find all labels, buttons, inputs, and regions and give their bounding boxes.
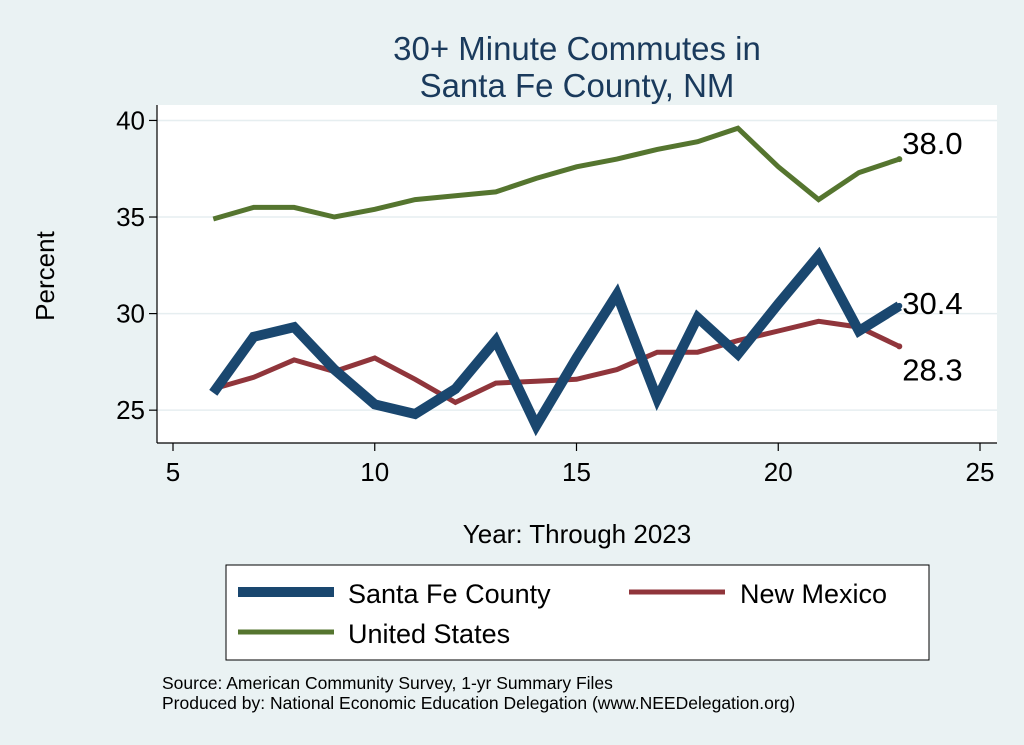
x-tick-label-10: 10 [360,457,389,487]
series-end-point-santa-fe-county [896,302,903,309]
producer-note: Produced by: National Economic Education… [162,693,795,713]
x-axis-title: Year: Through 2023 [463,519,691,549]
series-end-point-new-mexico [896,343,903,350]
chart-title-line-1: 30+ Minute Commutes in [393,30,761,67]
x-axis-ticks: 5 10 15 20 25 [166,443,995,487]
legend-box [225,564,930,661]
y-tick-label-30: 30 [116,299,145,329]
end-label-santa-fe-county: 30.4 [902,286,962,321]
chart-title-line-2: Santa Fe County, NM [420,67,735,104]
x-tick-label-5: 5 [166,457,180,487]
y-axis-title: Percent [30,230,60,320]
legend: Santa Fe County New Mexico United States [225,564,930,661]
y-tick-label-35: 35 [116,202,145,232]
x-tick-label-20: 20 [764,457,793,487]
y-tick-label-25: 25 [116,395,145,425]
legend-label-united-states: United States [348,619,510,649]
end-label-united-states: 38.0 [902,126,962,161]
x-tick-label-25: 25 [966,457,995,487]
source-note: Source: American Community Survey, 1-yr … [162,673,613,693]
end-labels: 30.4 28.3 38.0 [902,126,962,387]
y-tick-label-40: 40 [116,105,145,135]
plot-area [157,105,997,443]
series-lines [209,125,903,437]
legend-label-new-mexico: New Mexico [740,579,887,609]
grid-lines [157,119,997,411]
legend-label-santa-fe-county: Santa Fe County [348,579,551,609]
series-line-santa-fe-county [209,246,902,437]
end-label-new-mexico: 28.3 [902,352,962,387]
series-line-united-states [212,125,901,222]
series-end-point-united-states [896,156,903,163]
y-axis-ticks: 25 30 35 40 [116,105,157,425]
chart-title: 30+ Minute Commutes in Santa Fe County, … [393,30,761,104]
x-tick-label-15: 15 [562,457,591,487]
